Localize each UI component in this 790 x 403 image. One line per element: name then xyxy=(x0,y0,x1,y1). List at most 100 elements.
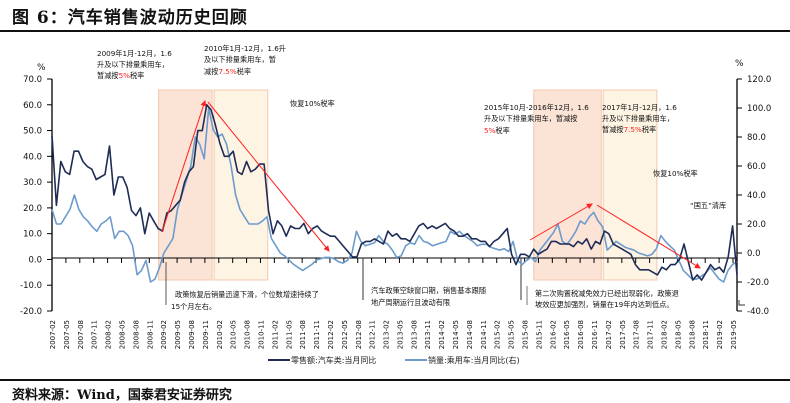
annotation-2017-l2: 升及以下排量乘用车， xyxy=(602,114,674,123)
x-tick-label: 2008-05 xyxy=(118,320,126,349)
x-tick-label: 2009-11 xyxy=(202,320,210,349)
annotation-2015-l1: 2015年10月-2016年12月，1.6 xyxy=(484,103,589,112)
x-tick-label: 2016-08 xyxy=(577,320,585,349)
arrow-2016-rise xyxy=(529,203,593,241)
annotation-restore-2018: 恢复10%税率 xyxy=(653,169,698,178)
annotation-2015-l3: 5%税率 xyxy=(484,126,510,135)
x-tick-label: 2013-05 xyxy=(396,320,404,349)
legend-label-sales: 销量:乘用车:当月同比(右) xyxy=(428,355,520,365)
left-tick-label: -10.0 xyxy=(20,281,42,291)
x-tick-label: 2010-02 xyxy=(216,320,224,349)
annotation-2017-l3: 暂减按7.5%税率 xyxy=(602,125,656,134)
x-tick-label: 2009-08 xyxy=(188,320,196,349)
x-tick-label: 2012-02 xyxy=(327,320,335,349)
x-tick-label: 2007-11 xyxy=(91,320,99,349)
x-tick-label: 2007-02 xyxy=(49,320,57,349)
x-tick-label: 2011-08 xyxy=(299,320,307,349)
annotation-2015-l2: 升及以下排量乘用车，暂减按 xyxy=(484,114,577,123)
x-tick-label: 2015-11 xyxy=(535,320,543,349)
annotation-2017-l1: 2017年1月-12月，1.6 xyxy=(602,103,677,112)
note3-l1: 第二次购置税减免效力已经出现弱化，政策退 xyxy=(535,289,679,298)
left-tick-label: -20.0 xyxy=(20,307,42,317)
chart-canvas: 70.0 60.0 50.0 40.0 30.0 20.0 10.0 0.0 -10.0 -20.… xyxy=(20,44,771,365)
x-tick-label: 2014-05 xyxy=(452,320,460,349)
x-tick-label: 2008-08 xyxy=(132,320,140,349)
annotation-2009-l1: 2009年1月-12月，1.6 xyxy=(97,49,172,58)
right-tick-label: 100.0 xyxy=(747,104,771,114)
arrow-2010-fall xyxy=(207,101,330,252)
right-tick-label: 20.0 xyxy=(747,220,766,230)
note1-l2: 15个月左右。 xyxy=(171,302,216,311)
x-tick-label: 2013-11 xyxy=(424,320,432,349)
legend-label-retail: 零售额:汽车类:当月同比 xyxy=(291,355,376,365)
x-tick-label: 2012-08 xyxy=(355,320,363,349)
left-tick-label: 70.0 xyxy=(23,75,42,85)
x-tick-label: 2019-02 xyxy=(716,320,724,349)
right-tick-label: -20.0 xyxy=(747,278,769,288)
shaded-period-1 xyxy=(213,89,269,281)
annotation-restore-2011: 恢复10%税率 xyxy=(290,99,335,108)
x-tick-label: 2017-11 xyxy=(647,320,655,349)
source-note: 资料来源：Wind，国泰君安证券研究 xyxy=(12,388,232,403)
x-tick-label: 2011-05 xyxy=(285,320,293,349)
x-tick-label: 2011-02 xyxy=(271,320,279,349)
arrow-2009-rise xyxy=(161,100,207,233)
annotation-2010-l1: 2010年1月-12月，1.6升 xyxy=(204,44,286,53)
annotation-2009-l2: 升及以下排量乘用车， xyxy=(97,60,169,69)
x-tick-label: 2017-05 xyxy=(619,320,627,349)
note3-l2: 坡效应更加强烈，销量在19年内达到低点。 xyxy=(535,300,674,309)
x-tick-label: 2007-08 xyxy=(77,320,85,349)
x-tick-label: 2010-05 xyxy=(230,320,238,349)
bottom-rule xyxy=(0,379,790,381)
top-rule xyxy=(0,30,790,32)
left-tick-label: 30.0 xyxy=(23,178,42,188)
x-tick-label: 2011-11 xyxy=(313,320,321,349)
x-tick-label: 2015-08 xyxy=(522,320,530,349)
left-tick-label: 40.0 xyxy=(23,152,42,162)
right-tick-label: 0.0 xyxy=(747,249,761,259)
left-tick-label: 50.0 xyxy=(23,127,42,137)
left-unit: % xyxy=(37,63,46,73)
x-tick-label: 2013-08 xyxy=(410,320,418,349)
series-line-sales xyxy=(51,107,738,283)
right-tick-label: 120.0 xyxy=(747,75,771,85)
chart-title: 图 6：汽车销售波动历史回顾 xyxy=(12,8,248,28)
right-tick-label: 80.0 xyxy=(747,133,766,143)
annotation-2009-l3: 暂减按5%税率 xyxy=(97,71,144,80)
x-tick-label: 2016-11 xyxy=(591,320,599,349)
arrow-2017-fall xyxy=(596,204,701,269)
left-tick-label: 10.0 xyxy=(23,230,42,240)
x-tick-label: 2016-02 xyxy=(549,320,557,349)
x-tick-label: 2014-08 xyxy=(466,320,474,349)
x-tick-label: 2009-05 xyxy=(174,320,182,349)
x-tick-label: 2012-11 xyxy=(369,320,377,349)
annotation-guowu: “国五”清库 xyxy=(690,201,726,210)
annotation-2010-l3: 减按7.5%税率 xyxy=(204,67,251,76)
x-tick-label: 2018-02 xyxy=(661,320,669,349)
x-tick-label: 2014-11 xyxy=(480,320,488,349)
x-tick-label: 2015-05 xyxy=(508,320,516,349)
left-tick-label: 60.0 xyxy=(23,101,42,111)
x-tick-label: 2008-02 xyxy=(105,320,113,349)
x-tick-label: 2017-02 xyxy=(605,320,613,349)
x-tick-label: 2009-02 xyxy=(160,320,168,349)
x-tick-label: 2015-02 xyxy=(494,320,502,349)
x-tick-label: 2010-11 xyxy=(257,320,265,349)
right-bracket xyxy=(738,300,745,306)
note1-l1: 政策恢复后销量迅速下滑，个位数增速持续了 xyxy=(175,290,319,299)
x-tick-label: 2014-02 xyxy=(438,320,446,349)
right-tick-label: -40.0 xyxy=(747,307,769,317)
left-tick-label: 20.0 xyxy=(23,204,42,214)
x-tick-label: 2010-08 xyxy=(244,320,252,349)
x-tick-label: 2018-05 xyxy=(674,320,682,349)
left-tick-label: 0.0 xyxy=(28,255,42,265)
x-tick-label: 2018-11 xyxy=(702,320,710,349)
note2-l1: 汽车政策空缺窗口期，销售基本跟随 xyxy=(371,286,486,295)
x-tick-label: 2016-05 xyxy=(563,320,571,349)
x-tick-label: 2018-08 xyxy=(688,320,696,349)
x-tick-label: 2017-08 xyxy=(633,320,641,349)
series-line-retail xyxy=(51,104,738,281)
right-tick-label: 40.0 xyxy=(747,191,766,201)
annotation-2010-l2: 及以下排量乘用车，暂 xyxy=(204,55,276,64)
x-tick-label: 2012-05 xyxy=(341,320,349,349)
